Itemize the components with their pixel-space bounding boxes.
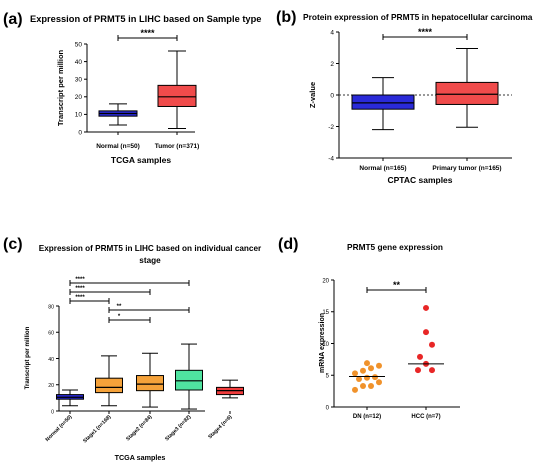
significance-label: **** xyxy=(75,277,85,283)
x-tick-label: Stage3 (n=82) xyxy=(164,414,192,442)
box xyxy=(95,377,123,394)
data-point xyxy=(429,341,435,348)
y-tick-label: 10 xyxy=(75,112,83,119)
x-tick-label: Stage2 (n=84) xyxy=(125,414,153,442)
y-tick-label: 2 xyxy=(330,61,334,68)
y-axis-label: Transcript per million xyxy=(24,326,31,389)
data-point xyxy=(415,367,421,374)
y-tick-label: 0 xyxy=(51,409,54,415)
x-tick-label: Normal (n=50) xyxy=(96,143,140,150)
significance-label: **** xyxy=(75,295,85,301)
y-tick-label: 0 xyxy=(330,92,334,99)
box xyxy=(136,375,164,392)
panel-a-letter: (a) xyxy=(3,11,23,28)
data-point xyxy=(368,365,374,372)
data-point xyxy=(360,383,366,390)
significance-label: * xyxy=(118,314,121,320)
data-point xyxy=(429,367,435,374)
y-tick-label: 20 xyxy=(75,94,83,101)
x-axis-label: CPTAC samples xyxy=(387,175,452,185)
x-tick-label: Primary tumor (n=165) xyxy=(432,165,501,172)
data-point xyxy=(364,374,370,381)
y-tick-label: 15 xyxy=(322,310,329,316)
y-tick-label: 40 xyxy=(75,59,83,66)
panel-d-letter: (d) xyxy=(278,236,298,253)
y-tick-label: 40 xyxy=(48,357,54,363)
x-axis-label: TCGA samples xyxy=(111,155,171,165)
panel-c-title-line1: Expression of PRMT5 in LIHC based on ind… xyxy=(39,244,262,253)
significance-label: **** xyxy=(418,27,433,37)
data-point xyxy=(368,383,374,390)
y-axis-label: Z-value xyxy=(308,82,317,108)
y-tick-label: 0 xyxy=(78,129,82,136)
y-tick-label: 10 xyxy=(322,342,329,348)
box xyxy=(435,81,499,105)
x-tick-label: DN (n=12) xyxy=(353,414,381,420)
x-tick-label: Stage1 (n=168) xyxy=(82,414,112,444)
significance-label: ** xyxy=(117,304,122,310)
data-point xyxy=(417,353,423,360)
data-point xyxy=(376,362,382,369)
chart-c: 0 20 40 60 80 Transcript per million TCGA samp… xyxy=(24,277,244,462)
x-axis-label: TCGA samples xyxy=(115,453,166,462)
x-tick-label: HCC (n=7) xyxy=(411,414,440,420)
y-axis-label: mRNA expression xyxy=(319,313,326,373)
panel-a-title: Expression of PRMT5 in LIHC based on Sam… xyxy=(30,14,261,24)
data-point xyxy=(423,329,429,336)
y-tick-label: -2 xyxy=(328,124,334,131)
data-point xyxy=(352,386,358,393)
data-point xyxy=(376,379,382,386)
x-tick-label: Stage4 (n=6) xyxy=(207,414,233,440)
data-point xyxy=(423,304,429,311)
data-point xyxy=(364,360,370,367)
y-tick-label: 20 xyxy=(48,383,54,389)
x-tick-label: Normal (n=50) xyxy=(45,414,74,443)
chart-a: 0 10 20 30 40 50 Transcript per million TCGA sa… xyxy=(56,28,199,165)
y-tick-label: 5 xyxy=(326,374,330,380)
box xyxy=(351,94,415,110)
panel-d-title: PRMT5 gene expression xyxy=(347,242,443,252)
data-point xyxy=(372,374,378,381)
significance-label: **** xyxy=(140,28,155,38)
significance-label: **** xyxy=(75,286,85,292)
y-tick-label: 30 xyxy=(75,77,83,84)
box xyxy=(157,84,197,107)
y-tick-label: 20 xyxy=(322,278,329,284)
chart-d: 0 5 10 15 20 mRNA expression DN (n=12) HCC (n=7… xyxy=(319,278,460,420)
x-tick-label: Normal (n=165) xyxy=(359,165,406,172)
box xyxy=(175,369,203,391)
significance-label: ** xyxy=(393,280,401,290)
y-tick-label: -4 xyxy=(328,155,334,162)
x-tick-label: Tumor (n=371) xyxy=(155,143,199,150)
y-tick-label: 4 xyxy=(330,29,334,36)
data-point xyxy=(360,367,366,374)
y-tick-label: 50 xyxy=(75,41,83,48)
data-point xyxy=(356,376,362,383)
panel-b-letter: (b) xyxy=(276,9,296,26)
panel-c-letter: (c) xyxy=(3,236,23,253)
panel-b-title: Protein expression of PRMT5 in hepatocel… xyxy=(303,12,533,22)
data-point xyxy=(352,370,358,377)
chart-b: -4 -2 0 2 4 Z-value CPTAC samples Normal (n=165… xyxy=(308,27,512,185)
y-axis-label: Transcript per million xyxy=(56,49,65,126)
y-tick-label: 80 xyxy=(48,304,54,310)
y-tick-label: 0 xyxy=(326,405,330,411)
y-tick-label: 60 xyxy=(48,331,54,337)
panel-c-title-line2: stage xyxy=(139,256,161,265)
